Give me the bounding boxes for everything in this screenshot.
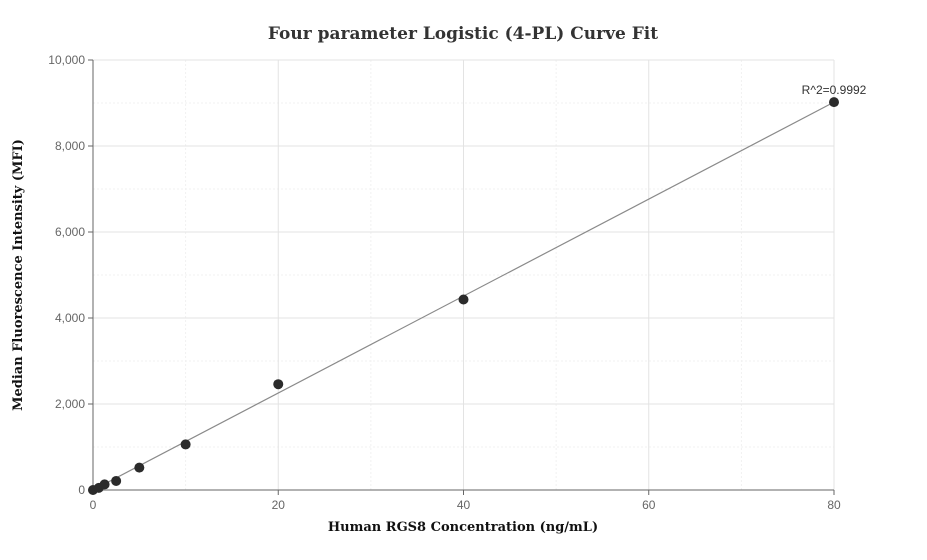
x-tick-label: 80 (827, 498, 841, 512)
data-point (111, 475, 122, 486)
y-tick-label: 0 (78, 483, 85, 497)
data-point (829, 97, 839, 108)
y-tick-label: 2,000 (55, 397, 85, 411)
tick-labels: 0 20 40 60 80 0 2,000 4,000 6,000 8,000 10,000 (48, 53, 841, 512)
y-tick-label: 10,000 (48, 53, 85, 67)
x-tick-label: 0 (90, 498, 97, 512)
data-point (134, 462, 145, 473)
data-point (273, 379, 284, 390)
y-tick-label: 6,000 (55, 225, 85, 239)
plot-axes (88, 59, 835, 495)
y-axis-label: Median Fluorescence Intensity (MFI) (11, 139, 26, 411)
r-squared-annotation: R^2=0.9992 (802, 83, 867, 97)
data-point (458, 294, 469, 305)
data-points (88, 97, 839, 495)
x-axis-label: Human RGS8 Concentration (ng/mL) (328, 520, 598, 535)
data-point (180, 439, 191, 450)
data-point (99, 479, 110, 490)
y-tick-label: 8,000 (55, 139, 85, 153)
x-tick-label: 60 (642, 498, 656, 512)
x-tick-label: 20 (272, 498, 286, 512)
y-tick-label: 4,000 (55, 311, 85, 325)
x-tick-label: 40 (457, 498, 471, 512)
plot-grid (93, 59, 835, 490)
chart-title: Four parameter Logistic (4-PL) Curve Fit (268, 24, 658, 44)
